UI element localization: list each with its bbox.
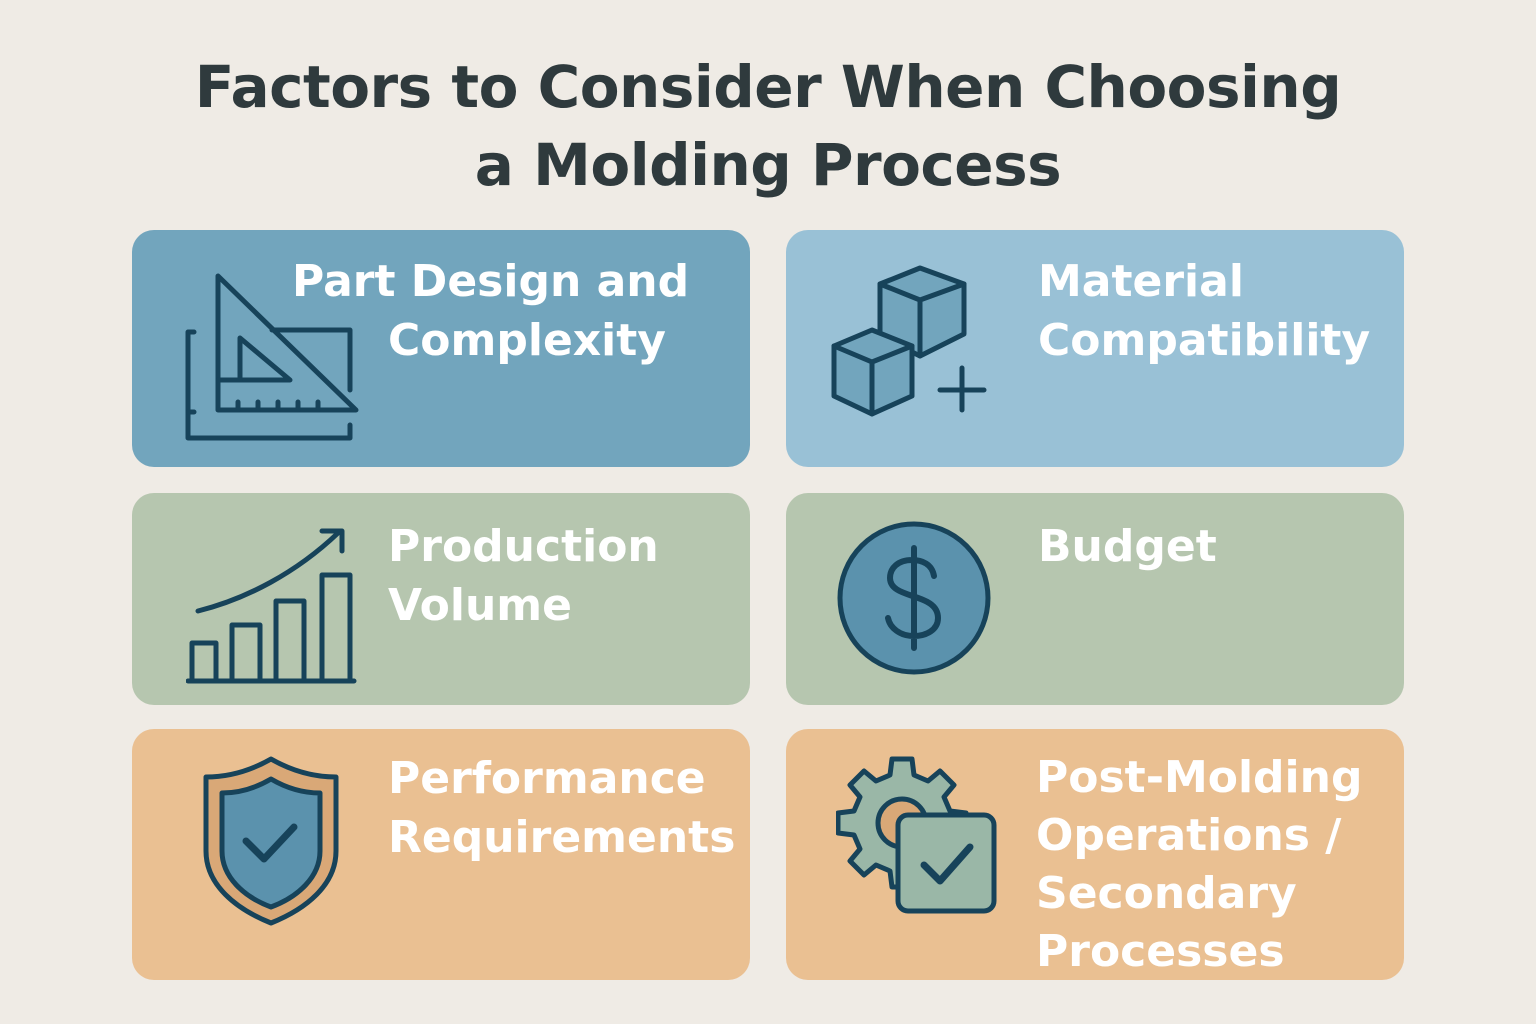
card-label-line: Material bbox=[1038, 256, 1244, 307]
page-title: Factors to Consider When Choosing a Mold… bbox=[0, 48, 1536, 204]
card-label: Post-Molding Operations / Secondary Proc… bbox=[1036, 749, 1362, 981]
shield-check-icon bbox=[203, 756, 339, 926]
title-line: Factors to Consider When Choosing bbox=[194, 53, 1342, 121]
card-label-line: Operations / bbox=[1036, 810, 1342, 861]
card-post-molding-operations: Post-Molding Operations / Secondary Proc… bbox=[786, 729, 1404, 980]
growth-chart-icon bbox=[186, 528, 357, 684]
triangle-ruler-icon bbox=[185, 273, 359, 441]
card-label-line: Part Design and bbox=[292, 256, 690, 307]
card-label-line: Secondary bbox=[1036, 868, 1297, 919]
card-material-compatibility: Material Compatibility bbox=[786, 230, 1404, 467]
card-label-line: Post-Molding bbox=[1036, 752, 1363, 803]
dollar-coin-icon bbox=[837, 521, 991, 675]
card-label: Part Design and Complexity bbox=[292, 252, 689, 370]
card-label-line: Processes bbox=[1036, 926, 1285, 977]
gear-checkbox-icon bbox=[836, 756, 997, 914]
card-label-line: Production bbox=[388, 521, 659, 572]
card-label-line: Budget bbox=[1038, 521, 1217, 572]
title-line: a Molding Process bbox=[474, 131, 1062, 199]
card-performance-requirements: Performance Requirements bbox=[132, 729, 750, 980]
card-label: Performance Requirements bbox=[388, 749, 735, 867]
card-label-line: Compatibility bbox=[1038, 315, 1371, 366]
card-label-line: Volume bbox=[388, 580, 572, 631]
card-label-line: Complexity bbox=[388, 315, 666, 366]
card-production-volume: Production Volume bbox=[132, 493, 750, 705]
card-part-design: Part Design and Complexity bbox=[132, 230, 750, 467]
card-label-line: Requirements bbox=[388, 812, 736, 863]
card-label: Material Compatibility bbox=[1038, 252, 1370, 370]
cubes-plus-icon bbox=[831, 265, 987, 417]
card-label: Budget bbox=[1038, 517, 1217, 576]
card-budget: Budget bbox=[786, 493, 1404, 705]
card-label-line: Performance bbox=[388, 753, 706, 804]
card-label: Production Volume bbox=[388, 517, 659, 635]
